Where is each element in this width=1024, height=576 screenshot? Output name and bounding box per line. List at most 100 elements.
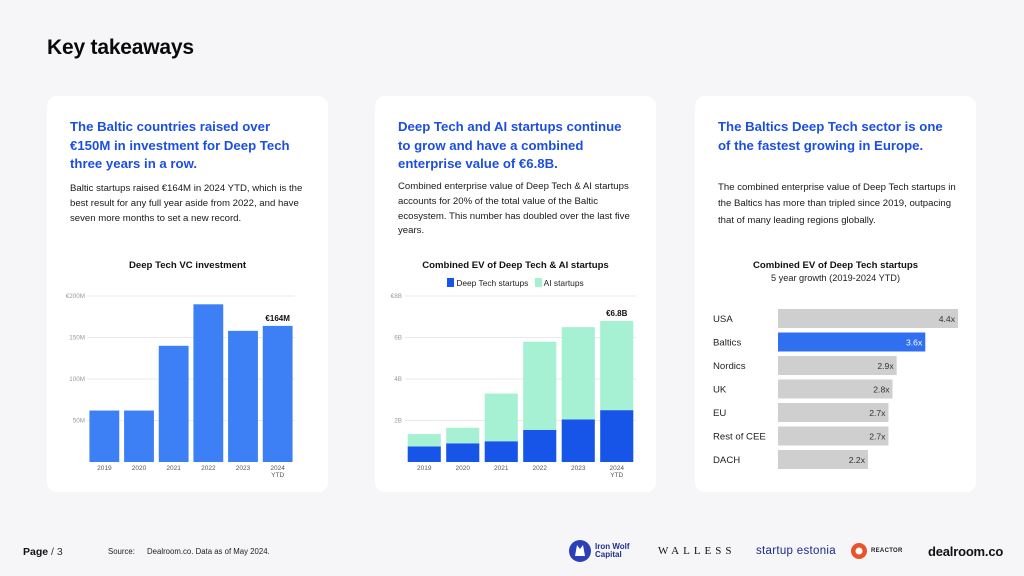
y-tick-label: €8B [391, 293, 402, 300]
bar-segment-ai [407, 433, 441, 447]
value-label: 2.9x [877, 361, 894, 371]
page-title: Key takeaways [47, 36, 194, 59]
category-label: EU [713, 408, 726, 419]
bar-segment-ai [446, 427, 480, 444]
value-label: 3.6x [906, 337, 923, 347]
legend-item-deep-tech: Deep Tech startups [447, 278, 528, 288]
x-tick-label: 2023 [571, 465, 586, 472]
x-tick-label: 2020 [132, 465, 147, 472]
source-note: Source: Dealroom.co. Data as of May 2024… [108, 547, 270, 556]
value-label: 2.8x [873, 384, 890, 394]
x-tick-label: 2022 [201, 465, 216, 472]
bar-uk [778, 379, 893, 399]
x-tick-label: 2024 YTD [270, 465, 285, 479]
y-tick-label: 2B [394, 418, 402, 425]
value-label: 2.2x [849, 455, 866, 465]
legend-swatch [447, 278, 455, 287]
bar-baltics [778, 332, 926, 352]
bar-segment-deep-tech [523, 429, 557, 462]
legend-label: AI startups [543, 278, 584, 288]
bar-segment-ai [600, 320, 634, 411]
bar-nordics [778, 356, 897, 375]
chart-subtitle: 5 year growth (2019-2024 YTD) [770, 273, 901, 283]
bar-segment-deep-tech [561, 419, 595, 462]
bar-2020 [124, 410, 154, 462]
x-tick-label: 2021 [166, 465, 181, 472]
page-indicator: Page / 3 [23, 546, 63, 558]
page-number: / 3 [51, 546, 63, 558]
source-text: Dealroom.co. Data as of May 2024. [147, 547, 270, 556]
card-heading: The Baltic countries raised over €150M i… [70, 119, 290, 171]
category-label: USA [713, 314, 733, 325]
value-annotation: €164M [265, 314, 290, 323]
combined-ev-chart: €8B 6B 4B 2B 2019 2020 2021 2022 2023 2024 YTD €6.8… [391, 293, 636, 479]
card-heading: Deep Tech and AI startups continue to gr… [398, 119, 622, 171]
chart-legend: Deep Tech startups AI startups [375, 278, 656, 288]
startup-estonia-logo: startup estonia [756, 545, 836, 557]
source-label: Source: [108, 547, 135, 556]
legend-swatch [534, 278, 542, 287]
iron-wolf-capital-logo: Iron Wolf Capital [568, 537, 635, 565]
takeaway-card-investment: The Baltic countries raised over €150M i… [47, 96, 328, 492]
vc-investment-chart: €200M 150M 100M 50M 2019 2020 2021 2022 2023 2024… [66, 293, 295, 479]
reactor-icon [851, 543, 867, 559]
x-tick-label: 2021 [494, 465, 509, 472]
x-tick-label: 2019 [417, 465, 432, 472]
bar-2022 [193, 304, 224, 462]
bar-segment-deep-tech [407, 446, 441, 462]
dealroom-logo: dealroom.co [928, 543, 1004, 559]
category-label: UK [713, 385, 727, 396]
y-tick-label: €200M [66, 293, 85, 300]
logo-text: Iron Wolf [595, 541, 630, 551]
category-label: Nordics [713, 361, 746, 372]
card-body: Baltic startups raised €164M in 2024 YTD… [70, 183, 303, 224]
bar-2023 [228, 330, 258, 462]
bar-segment-ai [523, 341, 557, 430]
x-tick-label: 2022 [533, 465, 548, 472]
y-tick-label: 150M [69, 335, 85, 342]
value-label: 2.7x [869, 408, 886, 418]
bar-segment-ai [561, 327, 595, 420]
y-tick-label: 100M [69, 376, 85, 383]
walless-logo: WALLESS [658, 545, 736, 557]
legend-item-ai: AI startups [534, 278, 584, 288]
chart-title: Combined EV of Deep Tech & AI startups [422, 260, 609, 271]
bar-segment-deep-tech [446, 443, 480, 462]
bar-usa [778, 309, 958, 328]
bar-2021 [158, 345, 189, 462]
takeaway-card-growth: The Baltics Deep Tech sector is one of t… [695, 96, 976, 492]
logo-text: Capital [595, 550, 622, 559]
card-body: Combined enterprise value of Deep Tech &… [398, 181, 630, 237]
category-label: Baltics [713, 338, 741, 349]
value-label: 2.7x [869, 431, 886, 441]
value-annotation: €6.8B [606, 309, 628, 318]
bar-2019 [89, 410, 120, 462]
growth-ranking-chart: USA 4.4x Baltics 3.6x Nordics 2.9x UK 2.8x EU 2.7… [713, 309, 958, 469]
card-heading: The Baltics Deep Tech sector is one of t… [718, 119, 943, 153]
logo-text: REACTOR [871, 548, 903, 554]
bar-segment-deep-tech [600, 410, 634, 462]
x-tick-label: 2019 [97, 465, 112, 472]
bar-segment-ai [484, 393, 518, 442]
category-label: Rest of CEE [713, 432, 766, 443]
bar-eu [778, 403, 889, 422]
legend-label: Deep Tech startups [456, 278, 529, 288]
chart-title: Deep Tech VC investment [128, 260, 247, 271]
y-tick-label: 4B [394, 376, 402, 383]
takeaway-card-ev: Deep Tech and AI startups continue to gr… [375, 96, 656, 492]
x-tick-label: 2024 YTD [610, 465, 625, 479]
y-tick-label: 6B [394, 335, 402, 342]
bar-rest-of-cee [778, 426, 889, 446]
y-tick-label: 50M [73, 418, 85, 425]
x-tick-label: 2023 [236, 465, 251, 472]
bar-segment-deep-tech [484, 441, 518, 462]
x-tick-label: 2020 [456, 465, 471, 472]
bar-2024 [262, 325, 293, 462]
reactor-logo: REACTOR [850, 537, 903, 565]
value-label: 4.4x [939, 314, 956, 324]
page-label: Page [23, 546, 49, 558]
wolf-icon [569, 540, 591, 562]
bar-dach [778, 450, 868, 469]
card-body: The combined enterprise value of Deep Te… [718, 182, 956, 226]
chart-title: Combined EV of Deep Tech startups [752, 260, 919, 271]
